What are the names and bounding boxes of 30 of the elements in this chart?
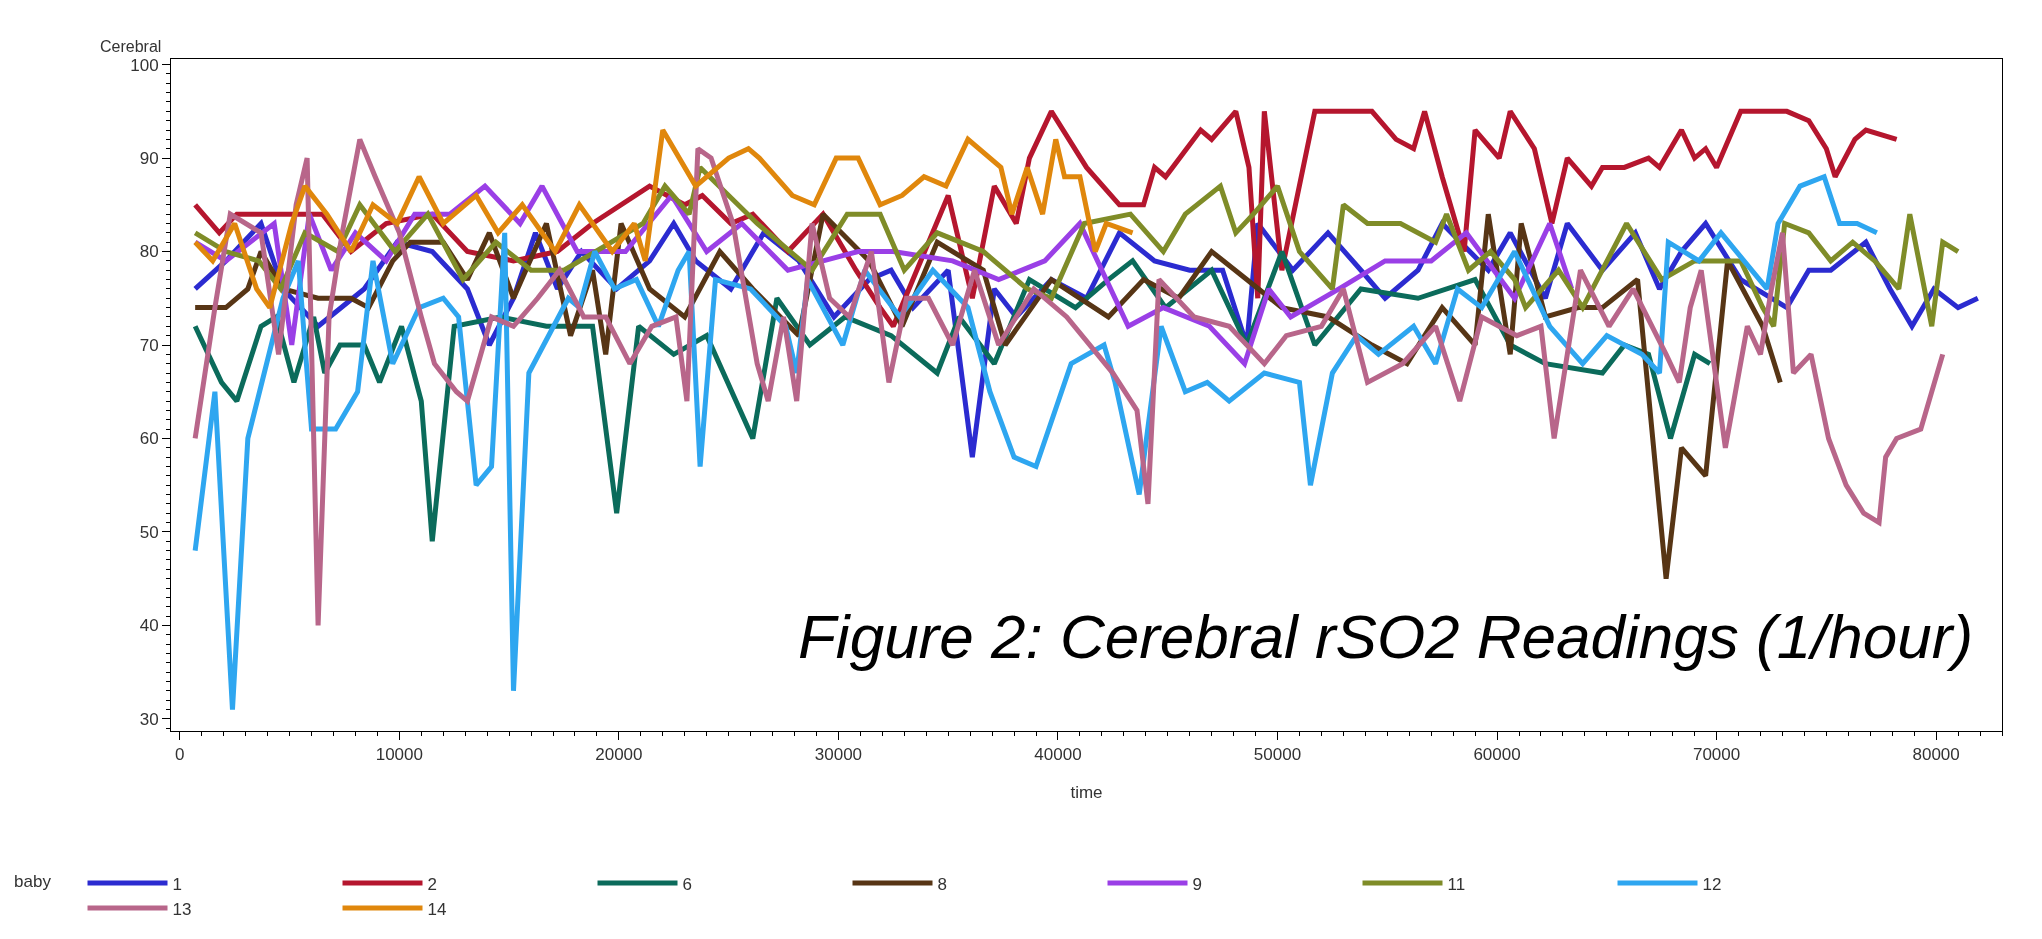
legend-label: 9: [1192, 874, 1202, 894]
legend-label: 1: [172, 874, 182, 894]
x-tick-label: 50000: [1253, 745, 1302, 765]
x-tick-label: 70000: [1692, 745, 1741, 765]
x-tick-label: 0: [175, 745, 185, 765]
legend-label: 2: [427, 874, 437, 894]
x-axis-title: time: [1070, 782, 1103, 802]
legend-label: 6: [682, 874, 692, 894]
legend-label: 13: [172, 899, 192, 919]
legend-label: 14: [427, 899, 447, 919]
x-tick-label: 40000: [1034, 745, 1082, 765]
y-tick-label: 50: [139, 522, 159, 542]
annotation: Figure 2: Cerebral rSO2 Readings (1/hour): [798, 602, 1974, 671]
x-tick-label: 20000: [595, 745, 643, 765]
legend-label: 8: [937, 874, 947, 894]
y-tick-label: 80: [139, 242, 159, 262]
y-tick-label: 70: [139, 335, 159, 355]
y-axis-title: Cerebral: [100, 38, 162, 55]
x-tick-label: 30000: [814, 745, 863, 765]
legend-label: 12: [1702, 874, 1722, 894]
legend-title: baby: [14, 872, 75, 892]
y-tick-label: 40: [139, 616, 159, 636]
legend-label: 11: [1447, 874, 1466, 894]
x-tick-label: 10000: [375, 745, 423, 765]
x-tick-label: 60000: [1473, 745, 1521, 765]
x-tick-label: 80000: [1912, 745, 1960, 765]
y-tick-label: 90: [139, 149, 159, 169]
y-tick-label: 100: [130, 55, 159, 75]
y-tick-label: 60: [139, 429, 159, 449]
y-tick-label: 30: [139, 709, 159, 729]
